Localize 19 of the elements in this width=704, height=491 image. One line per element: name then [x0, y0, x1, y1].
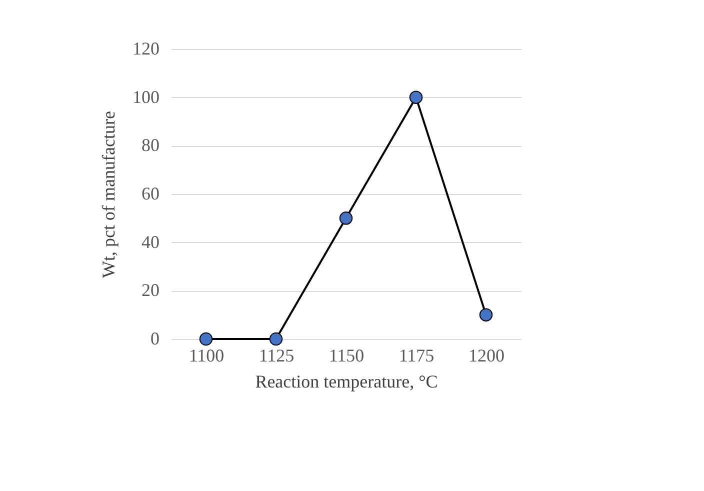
point: [339, 212, 353, 225]
point: [479, 308, 493, 322]
y-tick-label: 0: [150, 328, 160, 348]
y-axis-title: Wt, pct of manufacture: [98, 111, 118, 278]
x-axis-title: Reaction temperature, °C: [255, 372, 438, 392]
x-tick-label: 1150: [328, 346, 364, 366]
point: [409, 90, 423, 104]
y-tick-label: 40: [142, 232, 160, 252]
y-tick-label: 120: [132, 38, 160, 58]
x-tick-label: 1175: [398, 346, 434, 366]
y-tick-label: 100: [132, 86, 160, 107]
point: [269, 332, 283, 346]
y-tick-label: 60: [142, 184, 160, 204]
y-tick-label: 80: [142, 135, 160, 156]
x-tick-label: 1100: [188, 346, 224, 366]
x-tick-label: 1200: [468, 346, 504, 366]
point: [199, 332, 213, 346]
x-tick-label: 1125: [258, 346, 294, 366]
y-tick-label: 20: [142, 280, 160, 300]
